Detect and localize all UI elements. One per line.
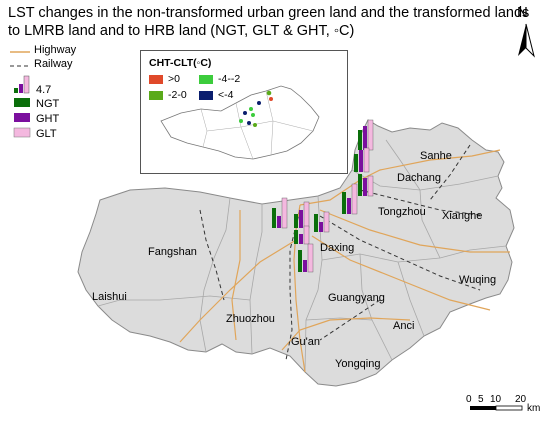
legend-mini-bar-glt [23, 75, 30, 94]
title-line-2: to LMRB land and to HRB land (NGT, GLT &… [8, 23, 355, 39]
inset-swatch-pos [149, 74, 163, 84]
bar-group [298, 243, 314, 273]
inset-class-m20: -2-0 [149, 89, 187, 101]
inset-title: CHT-CLT(◦C) [149, 57, 212, 69]
legend-bar-value: 4.7 [36, 84, 52, 96]
bar-group [354, 147, 370, 173]
bar-group [294, 225, 310, 245]
scale-tick-20: 20 [515, 394, 527, 405]
place-label: Zhuozhou [226, 313, 275, 325]
north-arrow-icon [518, 23, 535, 58]
bar-group [342, 183, 358, 215]
legend-mini-bar-ght [19, 84, 23, 93]
scale-tick-5: 5 [478, 394, 484, 405]
place-label: Tongzhou [378, 206, 426, 218]
bar-group [272, 197, 288, 229]
title-line-1: LST changes in the non-transformed urban… [8, 5, 530, 21]
place-label: Sanhe [420, 150, 452, 162]
inset-class-m42-label: -4--2 [218, 73, 241, 85]
inset-swatch-m42 [199, 74, 213, 84]
legend-ngt-label: NGT [36, 98, 60, 110]
place-label: Wuqing [459, 274, 497, 286]
inset-map-drawing [160, 85, 320, 160]
inset-class-lt4-label: <-4 [218, 89, 234, 101]
legend-ght-swatch [14, 113, 30, 122]
north-label: N [517, 4, 528, 21]
inset-class-pos-label: >0 [168, 73, 180, 85]
place-label: Guangyang [328, 292, 385, 304]
place-label: Dachang [397, 172, 442, 184]
legend-highway-label: Highway [34, 44, 77, 56]
inset-map: CHT-CLT(◦C) >0 -4--2 -2-0 <-4 [140, 50, 348, 174]
inset-swatch-m20 [149, 90, 163, 100]
legend-symbols [10, 51, 31, 138]
legend-mini-bar-ngt [14, 88, 18, 93]
place-label: Xianghe [442, 210, 483, 222]
legend-glt-label: GLT [36, 128, 57, 140]
railways [199, 144, 481, 361]
map-title: LST changes in the non-transformed urban… [8, 4, 548, 40]
inset-swatch-lt4 [199, 90, 213, 100]
scale-tick-10: 10 [490, 394, 502, 405]
bar-group [358, 174, 374, 197]
bar-clusters [272, 119, 374, 273]
inset-class-pos: >0 [149, 73, 180, 85]
legend-railway-label: Railway [34, 58, 73, 70]
inset-class-m20-label: -2-0 [168, 89, 187, 101]
legend-glt-swatch [13, 127, 31, 138]
bar-group [358, 119, 374, 151]
place-label: Daxing [320, 242, 355, 254]
inset-class-m42: -4--2 [199, 73, 240, 85]
legend-ght-label: GHT [36, 113, 60, 125]
place-label: Gu'an [291, 336, 321, 348]
inset-points [239, 90, 273, 127]
place-label: Laishui [92, 291, 127, 303]
scale-tick-0: 0 [466, 394, 472, 405]
place-label: Anci [393, 320, 415, 332]
place-label: Yongqing [335, 358, 381, 370]
scale-unit: km [527, 403, 541, 414]
place-label: Fangshan [148, 246, 197, 258]
inset-internal-boundaries [200, 90, 314, 160]
scale-bar [470, 405, 523, 411]
bar-group [314, 211, 330, 233]
legend-ngt-swatch [14, 98, 30, 107]
inset-class-lt4: <-4 [199, 89, 233, 101]
